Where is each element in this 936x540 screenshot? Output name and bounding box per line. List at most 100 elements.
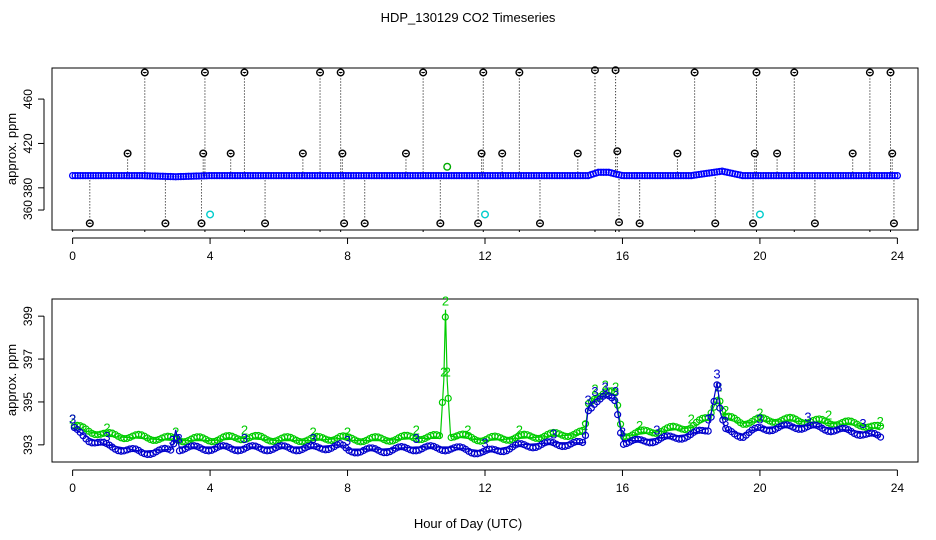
series-3-point	[713, 381, 721, 389]
baseline-point	[112, 171, 121, 180]
baseline-point	[558, 171, 566, 180]
baseline-point	[785, 171, 793, 180]
baseline-point	[602, 168, 610, 176]
series-2-point	[876, 422, 885, 430]
baseline-point	[661, 171, 670, 180]
baseline-point	[885, 171, 894, 180]
baseline-point	[280, 171, 288, 180]
baseline-point	[249, 171, 257, 180]
baseline-point	[241, 171, 249, 180]
series-2-point	[874, 421, 882, 429]
baseline-point	[440, 171, 448, 180]
baseline-point	[473, 171, 481, 180]
series-3-label: 3	[756, 412, 763, 427]
series-3-label: 3	[653, 422, 660, 437]
baseline-point	[623, 171, 631, 180]
baseline-point	[777, 171, 786, 180]
top-y-axis: 360 380 420 460	[21, 89, 45, 220]
baseline-point	[625, 171, 633, 180]
spike-point	[340, 219, 349, 228]
baseline-point	[342, 171, 350, 180]
baseline-point	[476, 171, 484, 180]
cyan-point	[481, 210, 490, 219]
baseline-point	[262, 171, 270, 180]
baseline-point	[406, 171, 414, 180]
baseline-point	[486, 171, 494, 180]
baseline-point	[855, 171, 863, 180]
bottom-x-axis: 0 4 8 12 16 20 24	[69, 469, 904, 495]
baseline-point	[788, 171, 796, 180]
spike-point	[615, 218, 624, 227]
baseline-point	[800, 171, 809, 180]
spike-point	[298, 149, 307, 158]
top-panel: 0 4 8 12 16 20 24 360 380 420 460 approx. ppm	[4, 66, 919, 263]
baseline-point	[553, 171, 561, 180]
spike-point	[752, 68, 761, 77]
baseline-point	[282, 171, 291, 180]
baseline-point	[177, 172, 185, 181]
baseline-point	[125, 171, 133, 180]
baseline-point	[782, 171, 791, 180]
series-3-point	[172, 434, 181, 442]
baseline-point	[517, 171, 525, 180]
baseline-point	[651, 171, 659, 180]
baseline-point	[527, 171, 536, 180]
baseline-point	[275, 171, 283, 180]
y-tick-label: 360	[21, 200, 35, 220]
baseline-point	[288, 171, 296, 180]
baseline-point	[110, 171, 118, 180]
spike-point	[515, 68, 524, 77]
spike-point	[474, 219, 483, 228]
baseline-point	[455, 171, 463, 180]
spike-point	[123, 149, 132, 158]
baseline-point	[429, 171, 438, 180]
baseline-point	[865, 171, 873, 180]
y-tick-label: 393	[21, 435, 35, 455]
baseline-point	[182, 172, 190, 181]
spike-point	[750, 149, 759, 158]
baseline-point	[579, 171, 587, 180]
baseline-point	[679, 171, 688, 180]
spike-point	[498, 149, 507, 158]
baseline-point	[741, 171, 749, 180]
baseline-point	[770, 171, 778, 180]
baseline-point	[821, 171, 829, 180]
baseline-point	[520, 171, 528, 180]
baseline-point	[437, 171, 445, 180]
baseline-point	[548, 171, 556, 180]
series-2-label: 2	[688, 412, 695, 427]
baseline-point	[581, 171, 590, 180]
series-2-label: 2	[612, 380, 619, 395]
spike-point	[790, 68, 799, 77]
baseline-point	[174, 173, 182, 181]
baseline-point	[303, 171, 311, 180]
baseline-point	[102, 171, 110, 180]
series-3-point	[716, 404, 724, 412]
baseline-point	[143, 172, 152, 180]
spike-point	[865, 68, 874, 77]
baseline-point	[115, 171, 123, 180]
baseline-point	[635, 171, 644, 180]
baseline-point	[813, 171, 822, 180]
spike-point	[338, 149, 347, 158]
baseline-point	[852, 171, 860, 180]
baseline-point	[538, 171, 546, 180]
series-2-label: 2	[602, 377, 609, 392]
series-2-label: 2	[413, 422, 420, 437]
baseline-point	[620, 171, 628, 180]
spike-point	[436, 219, 445, 228]
baseline-point	[94, 171, 103, 180]
baseline-point	[754, 171, 762, 180]
baseline-point	[130, 171, 139, 180]
baseline-point	[684, 171, 693, 180]
baseline-point	[123, 171, 131, 180]
top-y-axis-label: approx. ppm	[4, 113, 19, 185]
baseline-point	[264, 171, 273, 180]
baseline-point	[775, 171, 783, 180]
spike-point	[477, 149, 486, 158]
series-2-point	[403, 431, 411, 439]
series-3-point	[546, 438, 555, 446]
baseline-point	[226, 171, 234, 180]
